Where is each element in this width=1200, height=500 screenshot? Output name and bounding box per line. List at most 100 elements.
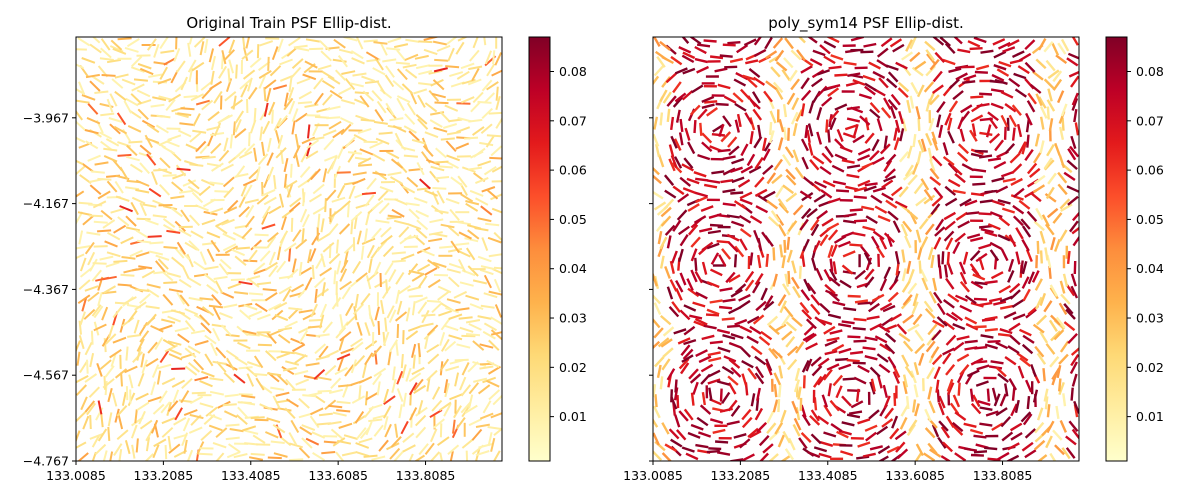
vector-segment	[738, 214, 752, 224]
vector-segment	[868, 149, 880, 161]
vector-segment	[290, 163, 293, 178]
vector-segment	[1058, 353, 1069, 365]
vector-segment	[970, 402, 982, 415]
vector-segment	[920, 178, 930, 191]
vector-segment	[343, 434, 358, 440]
vector-segment	[305, 38, 320, 43]
vector-segment	[661, 422, 670, 435]
vector-segment	[365, 421, 373, 436]
vector-segment	[300, 149, 309, 163]
vector-segment	[754, 188, 768, 197]
vector-segment	[448, 334, 463, 341]
vector-segment	[209, 390, 225, 396]
vector-segment	[322, 129, 337, 137]
vector-segment	[310, 303, 319, 318]
vector-segment	[321, 70, 335, 80]
vector-segment	[918, 352, 925, 366]
vector-segment	[426, 299, 441, 303]
vector-segment	[764, 37, 773, 50]
vector-segment	[210, 55, 216, 71]
vector-segment	[480, 304, 495, 309]
vector-segment	[870, 235, 880, 249]
vector-segment	[449, 208, 460, 221]
vector-segment	[82, 214, 95, 226]
vector-segment	[301, 437, 313, 449]
vector-segment	[734, 102, 747, 112]
vector-segment	[299, 166, 311, 178]
x-axis-1: 133.0085 133.2085 133.4085 133.6085 133.…	[46, 461, 455, 483]
vector-segment	[338, 384, 353, 388]
vector-segment	[439, 332, 446, 346]
vector-segment	[133, 78, 149, 82]
vector-segment	[209, 207, 224, 215]
vector-segment	[827, 244, 834, 259]
vector-segment	[701, 95, 715, 104]
vector-segment	[805, 358, 813, 372]
vector-segment	[320, 50, 332, 62]
vector-segment	[853, 195, 867, 199]
vector-segment	[1049, 284, 1059, 297]
vector-segment	[862, 452, 876, 458]
vector-segment	[188, 426, 203, 434]
vector-segment	[676, 395, 680, 409]
colorbar-tick-label: 0.06	[1136, 163, 1164, 178]
vector-segment	[768, 347, 779, 360]
vector-segment	[932, 70, 943, 83]
vector-segment	[721, 317, 735, 321]
vector-segment	[479, 268, 494, 276]
vector-segment	[292, 229, 302, 242]
vector-segment	[338, 422, 353, 429]
vector-segment	[487, 365, 502, 375]
vector-segment	[384, 262, 394, 276]
vector-segment	[243, 143, 256, 155]
vector-segment	[338, 86, 352, 96]
vector-segment	[364, 80, 380, 84]
vector-segment	[852, 361, 866, 365]
vector-segment	[989, 211, 1003, 219]
vector-segment	[653, 417, 659, 428]
colorbar-gradient-1	[528, 36, 551, 462]
vector-segment	[709, 340, 723, 345]
vector-segment	[923, 194, 936, 205]
vector-segment	[267, 456, 282, 460]
vector-segment	[402, 392, 407, 407]
vector-segment	[415, 426, 427, 439]
vector-segment	[753, 48, 767, 58]
vector-segment	[929, 58, 940, 71]
vector-segment	[461, 438, 474, 449]
vector-segment	[970, 114, 984, 123]
vector-segment	[802, 238, 810, 252]
vector-segment	[1046, 207, 1059, 219]
vector-segment	[76, 410, 87, 422]
vector-segment	[100, 112, 115, 117]
vector-segment	[966, 233, 981, 240]
vector-segment	[313, 368, 326, 380]
vector-segment	[384, 423, 392, 438]
vector-segment	[258, 70, 272, 79]
vector-segment	[653, 317, 661, 329]
vector-segment	[912, 313, 923, 326]
vector-segment	[709, 268, 723, 277]
vector-segment	[893, 270, 901, 284]
vector-segment	[77, 294, 91, 305]
vector-segment	[343, 250, 349, 265]
vector-segment	[872, 230, 885, 241]
vector-segment	[846, 173, 860, 179]
vector-segment	[1026, 134, 1030, 148]
vector-segment	[942, 441, 954, 453]
vector-segment	[1001, 431, 1014, 442]
vector-segment	[455, 142, 470, 150]
vector-segment	[861, 161, 875, 170]
vector-segment	[893, 137, 900, 151]
vector-segment	[803, 324, 815, 336]
vector-segment	[158, 390, 168, 404]
vector-segment	[173, 433, 188, 440]
vector-segment	[144, 453, 154, 461]
vector-segment	[923, 81, 935, 93]
vector-segment	[775, 61, 788, 72]
vector-segment	[751, 281, 761, 294]
vector-segment	[116, 429, 129, 441]
vector-segment	[187, 59, 197, 73]
vector-segment	[153, 270, 168, 275]
vector-segment	[1032, 389, 1039, 403]
